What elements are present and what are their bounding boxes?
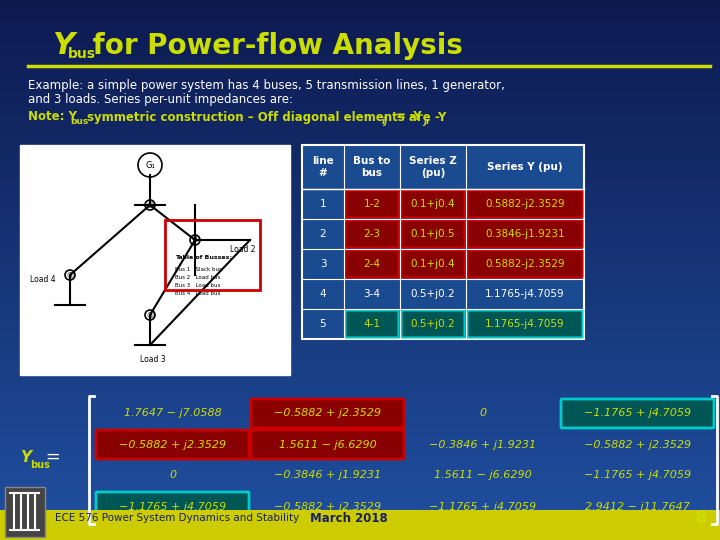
Text: 0.5+j0.2: 0.5+j0.2 xyxy=(410,289,455,299)
FancyBboxPatch shape xyxy=(96,492,249,521)
Text: March 2018: March 2018 xyxy=(310,511,388,524)
Text: 0.5882-j2.3529: 0.5882-j2.3529 xyxy=(485,259,564,269)
Text: 1.5611 − j6.6290: 1.5611 − j6.6290 xyxy=(433,470,531,481)
Text: ③: ③ xyxy=(146,310,154,320)
Text: −1.1765 + j4.7059: −1.1765 + j4.7059 xyxy=(119,502,226,511)
Text: 2: 2 xyxy=(320,229,326,239)
Text: and 3 loads. Series per-unit impedances are:: and 3 loads. Series per-unit impedances … xyxy=(28,93,293,106)
Text: ECE 576 Power System Dynamics and Stability: ECE 576 Power System Dynamics and Stabil… xyxy=(55,513,300,523)
FancyBboxPatch shape xyxy=(346,251,398,278)
Text: ij: ij xyxy=(382,118,388,126)
Text: G₁: G₁ xyxy=(145,160,155,170)
Text: −0.5882 + j2.3529: −0.5882 + j2.3529 xyxy=(119,440,226,449)
Text: −0.5882 + j2.3529: −0.5882 + j2.3529 xyxy=(584,440,691,449)
Text: Bus 3   Load bus: Bus 3 Load bus xyxy=(175,283,220,288)
Text: −0.5882 + j2.3529: −0.5882 + j2.3529 xyxy=(274,408,381,418)
Text: 0.1+j0.4: 0.1+j0.4 xyxy=(410,259,455,269)
Text: −0.5882 + j2.3529: −0.5882 + j2.3529 xyxy=(274,502,381,511)
Text: 4: 4 xyxy=(320,289,326,299)
Text: Bus to
bus: Bus to bus xyxy=(354,156,391,178)
Text: bus: bus xyxy=(68,47,96,61)
Text: ji: ji xyxy=(423,118,429,126)
Text: bus: bus xyxy=(30,460,50,470)
FancyBboxPatch shape xyxy=(346,220,398,247)
Text: 0.3846-j1.9231: 0.3846-j1.9231 xyxy=(485,229,564,239)
Bar xyxy=(5,487,45,537)
Bar xyxy=(302,145,584,339)
Text: −1.1765 + j4.7059: −1.1765 + j4.7059 xyxy=(429,502,536,511)
FancyBboxPatch shape xyxy=(402,251,464,278)
Text: 4-1: 4-1 xyxy=(364,319,380,329)
Text: symmetric construction – Off diagonal elements are -Y: symmetric construction – Off diagonal el… xyxy=(87,111,446,124)
Text: 2-4: 2-4 xyxy=(364,259,380,269)
Text: =: = xyxy=(40,448,60,466)
Text: 2-3: 2-3 xyxy=(364,229,380,239)
Text: Note: Y: Note: Y xyxy=(28,111,77,124)
Text: Load 4: Load 4 xyxy=(30,275,55,285)
Text: 0: 0 xyxy=(479,408,486,418)
Text: Table of Busses:: Table of Busses: xyxy=(175,255,232,260)
Bar xyxy=(0,510,720,540)
Text: 0.5+j0.2: 0.5+j0.2 xyxy=(410,319,455,329)
Text: line
#: line # xyxy=(312,156,334,178)
Bar xyxy=(20,145,290,375)
Text: −1.1765 + j4.7059: −1.1765 + j4.7059 xyxy=(584,470,691,481)
Text: 3: 3 xyxy=(320,259,326,269)
Text: ④: ④ xyxy=(66,271,73,280)
Text: 1.1765-j4.7059: 1.1765-j4.7059 xyxy=(485,319,564,329)
Bar xyxy=(165,220,260,290)
FancyBboxPatch shape xyxy=(346,191,398,218)
FancyBboxPatch shape xyxy=(467,251,582,278)
Text: −0.3846 + j1.9231: −0.3846 + j1.9231 xyxy=(429,440,536,449)
Text: Example: a simple power system has 4 buses, 5 transmission lines, 1 generator,: Example: a simple power system has 4 bus… xyxy=(28,78,505,91)
FancyBboxPatch shape xyxy=(561,399,714,428)
Text: ②: ② xyxy=(192,235,199,245)
Text: 0.5882-j2.3529: 0.5882-j2.3529 xyxy=(485,199,564,209)
Text: 1.7647 − j7.0588: 1.7647 − j7.0588 xyxy=(124,408,221,418)
FancyBboxPatch shape xyxy=(467,220,582,247)
FancyBboxPatch shape xyxy=(251,399,404,428)
Text: for Power-flow Analysis: for Power-flow Analysis xyxy=(83,32,463,60)
Text: Bus 1   Slack bus: Bus 1 Slack bus xyxy=(175,267,222,272)
Text: 0.1+j0.4: 0.1+j0.4 xyxy=(410,199,455,209)
FancyBboxPatch shape xyxy=(467,310,582,338)
Text: 0: 0 xyxy=(169,470,176,481)
FancyBboxPatch shape xyxy=(251,430,404,459)
FancyBboxPatch shape xyxy=(402,191,464,218)
Text: Load 3: Load 3 xyxy=(140,355,166,364)
Text: = -Y: = -Y xyxy=(392,111,422,124)
Text: 5: 5 xyxy=(320,319,326,329)
FancyBboxPatch shape xyxy=(96,430,249,459)
Text: −1.1765 + j4.7059: −1.1765 + j4.7059 xyxy=(584,408,691,418)
FancyBboxPatch shape xyxy=(467,191,582,218)
Text: 2.9412 − j11.7647: 2.9412 − j11.7647 xyxy=(585,502,690,511)
Text: 1.5611 − j6.6290: 1.5611 − j6.6290 xyxy=(279,440,377,449)
Text: Load 2: Load 2 xyxy=(230,246,256,254)
FancyBboxPatch shape xyxy=(346,310,398,338)
Text: −0.3846 + j1.9231: −0.3846 + j1.9231 xyxy=(274,470,381,481)
Text: 8: 8 xyxy=(696,509,708,527)
Text: 1.1765-j4.7059: 1.1765-j4.7059 xyxy=(485,289,564,299)
FancyBboxPatch shape xyxy=(402,220,464,247)
Text: Bus 2   Load bus: Bus 2 Load bus xyxy=(175,275,220,280)
Text: Y: Y xyxy=(52,31,74,60)
Text: 3-4: 3-4 xyxy=(364,289,380,299)
Text: 1-2: 1-2 xyxy=(364,199,380,209)
Text: Bus 4   Load bus: Bus 4 Load bus xyxy=(175,291,220,296)
Text: bus: bus xyxy=(70,118,89,126)
FancyBboxPatch shape xyxy=(402,310,464,338)
Text: 0.1+j0.5: 0.1+j0.5 xyxy=(410,229,455,239)
Text: 1: 1 xyxy=(320,199,326,209)
Text: ①: ① xyxy=(146,200,154,210)
Text: Series Z
(pu): Series Z (pu) xyxy=(409,156,457,178)
Text: Series Y (pu): Series Y (pu) xyxy=(487,162,563,172)
Text: Y: Y xyxy=(20,449,31,464)
